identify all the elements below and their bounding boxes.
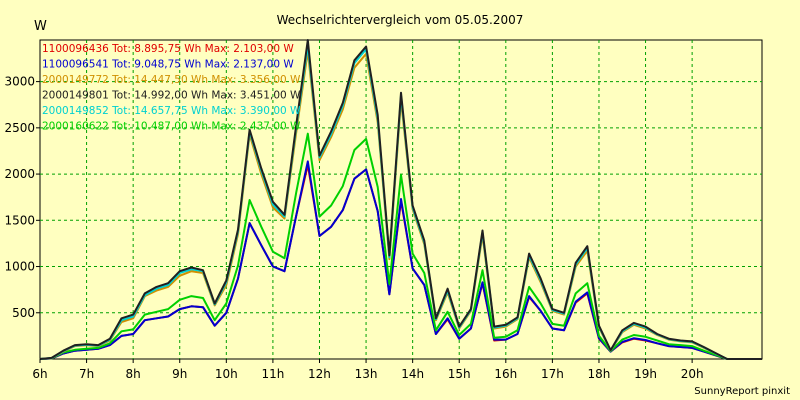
x-axis-ticks: 6h 7h 8h 9h 10h 11h 12h 13h 14h 15h 16h 17h 18h 19h 20…	[32, 359, 704, 381]
legend-entry: 2000149852 Tot: 14.657,75 Wh Max: 3.390,…	[42, 105, 301, 117]
x-tick-label: 16h	[494, 367, 517, 381]
x-tick-label: 9h	[172, 367, 187, 381]
x-tick-label: 13h	[355, 367, 378, 381]
x-tick-label: 10h	[215, 367, 238, 381]
x-tick-label: 11h	[261, 367, 284, 381]
x-tick-label: 18h	[588, 367, 611, 381]
legend-entry: 2000149772 Tot: 14.447,50 Wh Max: 3.356,…	[42, 74, 301, 86]
y-axis-ticks: 500 1000 1500 2000 2500 3000	[4, 75, 40, 320]
legend-entry: 2000149801 Tot: 14.992,00 Wh Max: 3.451,…	[42, 90, 301, 102]
chart-title: Wechselrichtervergleich vom 05.05.2007	[277, 13, 524, 27]
y-axis-unit: W	[34, 19, 47, 34]
legend-entry: 2000160622 Tot: 10.487,00 Wh Max: 2.437,…	[42, 121, 301, 133]
y-tick-label: 2000	[4, 167, 35, 181]
credit-text: SunnyReport pinxit	[694, 386, 790, 397]
legend: 1100096436 Tot: 8.895,75 Wh Max: 2.103,0…	[42, 43, 301, 133]
x-tick-label: 20h	[681, 367, 704, 381]
x-tick-label: 12h	[308, 367, 331, 381]
x-tick-label: 15h	[448, 367, 471, 381]
legend-entry: 1100096436 Tot: 8.895,75 Wh Max: 2.103,0…	[42, 43, 294, 55]
series-line-1	[39, 160, 762, 360]
series-line-5	[39, 132, 762, 360]
series-lines	[39, 39, 762, 360]
x-tick-label: 19h	[634, 367, 657, 381]
legend-entry: 1100096541 Tot: 9.048,75 Wh Max: 2.137,0…	[42, 59, 294, 71]
y-tick-label: 2500	[4, 121, 35, 135]
x-tick-label: 8h	[126, 367, 141, 381]
y-tick-label: 500	[12, 306, 35, 320]
y-tick-label: 1000	[4, 260, 35, 274]
series-line-3	[39, 39, 762, 360]
y-tick-label: 3000	[4, 75, 35, 89]
x-tick-label: 7h	[79, 367, 94, 381]
y-tick-label: 1500	[4, 213, 35, 227]
x-tick-label: 17h	[541, 367, 564, 381]
x-tick-label: 14h	[401, 367, 424, 381]
x-tick-label: 6h	[32, 367, 47, 381]
